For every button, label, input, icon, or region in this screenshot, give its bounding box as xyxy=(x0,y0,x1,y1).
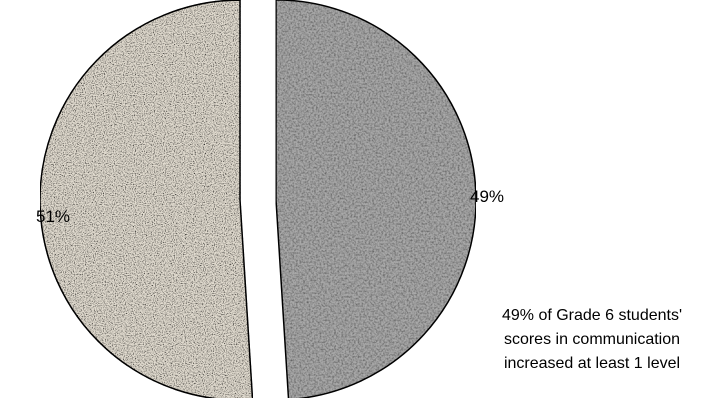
slice-label-2: 49% xyxy=(470,187,504,206)
slice-label-1: 51% xyxy=(36,207,70,226)
pie-slice-1 xyxy=(39,0,254,398)
annotation-line-2: scores in communication xyxy=(503,331,681,348)
pie-slice-2 xyxy=(275,0,477,398)
annotation-line-3: increased at least 1 level xyxy=(503,355,681,372)
annotation-line-1: 49% of Grade 6 students' xyxy=(501,307,683,324)
chart-annotation: 49% of Grade 6 students' scores in commu… xyxy=(458,304,726,376)
